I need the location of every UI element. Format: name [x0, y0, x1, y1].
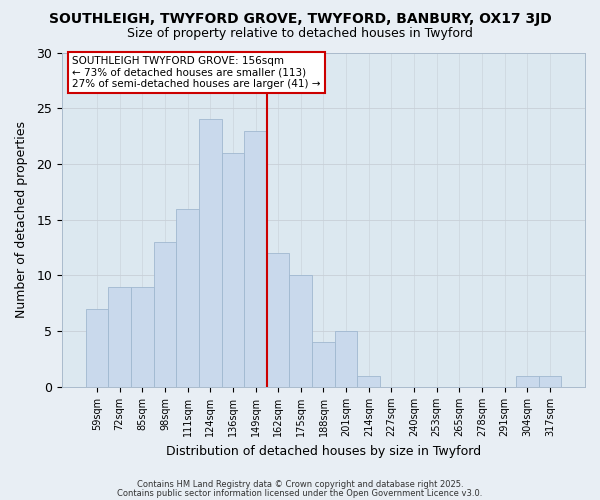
- Bar: [131, 286, 154, 387]
- Bar: [289, 276, 312, 387]
- Bar: [199, 120, 221, 387]
- Text: SOUTHLEIGH TWYFORD GROVE: 156sqm
← 73% of detached houses are smaller (113)
27% : SOUTHLEIGH TWYFORD GROVE: 156sqm ← 73% o…: [73, 56, 321, 89]
- Text: SOUTHLEIGH, TWYFORD GROVE, TWYFORD, BANBURY, OX17 3JD: SOUTHLEIGH, TWYFORD GROVE, TWYFORD, BANB…: [49, 12, 551, 26]
- Bar: [154, 242, 176, 387]
- Text: Contains HM Land Registry data © Crown copyright and database right 2025.: Contains HM Land Registry data © Crown c…: [137, 480, 463, 489]
- Text: Size of property relative to detached houses in Twyford: Size of property relative to detached ho…: [127, 28, 473, 40]
- Bar: [335, 331, 358, 387]
- X-axis label: Distribution of detached houses by size in Twyford: Distribution of detached houses by size …: [166, 444, 481, 458]
- Bar: [312, 342, 335, 387]
- Bar: [516, 376, 539, 387]
- Bar: [176, 208, 199, 387]
- Bar: [358, 376, 380, 387]
- Bar: [86, 309, 109, 387]
- Bar: [267, 253, 289, 387]
- Text: Contains public sector information licensed under the Open Government Licence v3: Contains public sector information licen…: [118, 488, 482, 498]
- Bar: [109, 286, 131, 387]
- Bar: [221, 153, 244, 387]
- Bar: [244, 130, 267, 387]
- Y-axis label: Number of detached properties: Number of detached properties: [15, 121, 28, 318]
- Bar: [539, 376, 561, 387]
